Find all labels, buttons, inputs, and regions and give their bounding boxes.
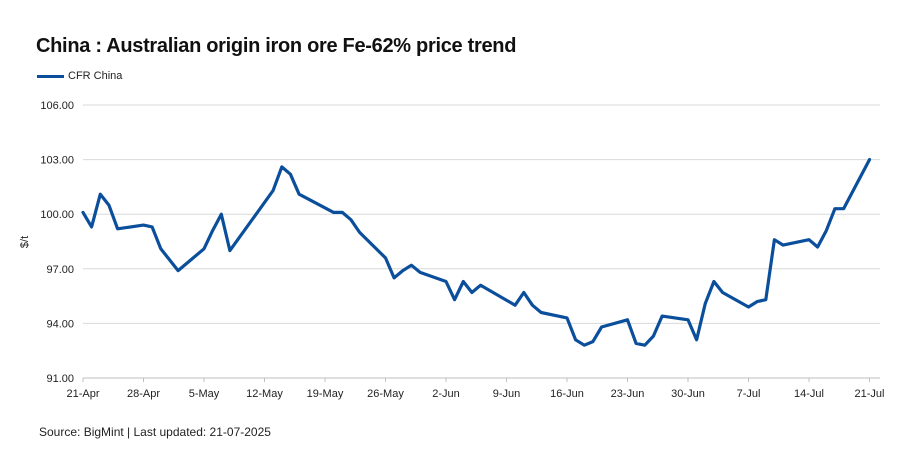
y-tick-label: 97.00 — [46, 264, 74, 276]
y-tick-label: 94.00 — [46, 318, 74, 330]
x-tick-label: 7-Jul — [737, 388, 761, 400]
x-tick-label: 26-May — [367, 388, 404, 400]
legend-line-swatch — [37, 74, 64, 78]
chart-legend: CFR China — [37, 70, 122, 82]
x-tick-label: 28-Apr — [127, 388, 160, 400]
y-axis: 91.00 94.00 97.00 100.00 103.00 106.00 — [40, 100, 74, 385]
source-note: Source: BigMint | Last updated: 21-07-20… — [39, 425, 271, 439]
x-tick-label: 23-Jun — [611, 388, 645, 400]
x-tick-label: 14-Jul — [794, 388, 824, 400]
x-tick-label: 9-Jun — [493, 388, 521, 400]
y-tick-label: 106.00 — [40, 100, 74, 112]
chart-title: China : Australian origin iron ore Fe-62… — [36, 35, 517, 57]
x-tick-label: 21-Apr — [66, 388, 99, 400]
x-tick-label: 19-May — [307, 388, 344, 400]
x-tick-label: 16-Jun — [550, 388, 584, 400]
x-tick-label: 21-Jul — [855, 388, 885, 400]
y-tick-label: 91.00 — [46, 373, 74, 385]
x-tick-label: 12-May — [246, 388, 283, 400]
x-tick-label: 5-May — [189, 388, 220, 400]
y-axis-label: $/t — [19, 236, 31, 248]
gridlines — [83, 104, 880, 379]
series-line-cfr-china — [81, 158, 872, 347]
x-axis: 21-Apr 28-Apr 5-May 12-May 19-May 26-May 2-Jun… — [66, 378, 884, 400]
x-tick-label: 2-Jun — [432, 388, 460, 400]
y-tick-label: 103.00 — [40, 155, 74, 167]
y-tick-label: 100.00 — [40, 209, 74, 221]
x-tick-label: 30-Jun — [671, 388, 705, 400]
legend-label-cfr-china: CFR China — [68, 70, 123, 82]
